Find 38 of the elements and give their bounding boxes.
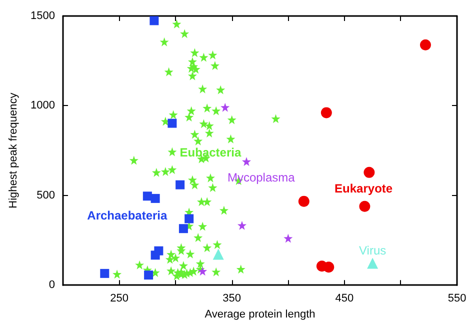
point xyxy=(420,39,431,50)
series-label: Archaebateria xyxy=(87,208,168,222)
point xyxy=(323,262,334,273)
point xyxy=(364,166,375,178)
y-axis-title: Highest peak frequency xyxy=(8,92,20,208)
x-tick-label: 450 xyxy=(335,292,354,305)
point xyxy=(298,196,310,207)
x-tick-label: 250 xyxy=(110,292,128,305)
point xyxy=(150,16,159,26)
point xyxy=(284,234,293,243)
point xyxy=(150,194,160,203)
y-tick-label: 500 xyxy=(36,189,55,202)
y-tick-label: 0 xyxy=(48,279,55,292)
point xyxy=(220,102,230,112)
y-tick-label: 1000 xyxy=(30,100,55,112)
point xyxy=(142,192,152,201)
point xyxy=(359,200,370,212)
series-label: Eukaryote xyxy=(334,181,393,196)
point xyxy=(198,266,208,276)
point xyxy=(168,118,177,128)
point xyxy=(212,248,224,260)
series-label: Virus xyxy=(359,243,386,258)
point xyxy=(176,180,185,190)
y-tick-label: 1500 xyxy=(30,10,55,22)
point xyxy=(320,107,332,118)
point xyxy=(150,250,160,260)
point xyxy=(242,156,251,166)
x-axis-title: Average protein length xyxy=(204,308,316,320)
series-label: Mycoplasma xyxy=(227,170,296,184)
point xyxy=(237,220,246,230)
x-tick-label: 350 xyxy=(222,292,242,305)
point xyxy=(367,258,378,269)
point xyxy=(184,214,194,224)
point xyxy=(178,224,188,234)
point xyxy=(100,268,110,278)
x-tick-label: 550 xyxy=(448,292,466,305)
series-label: Eubacteria xyxy=(180,146,242,160)
point xyxy=(144,270,154,280)
